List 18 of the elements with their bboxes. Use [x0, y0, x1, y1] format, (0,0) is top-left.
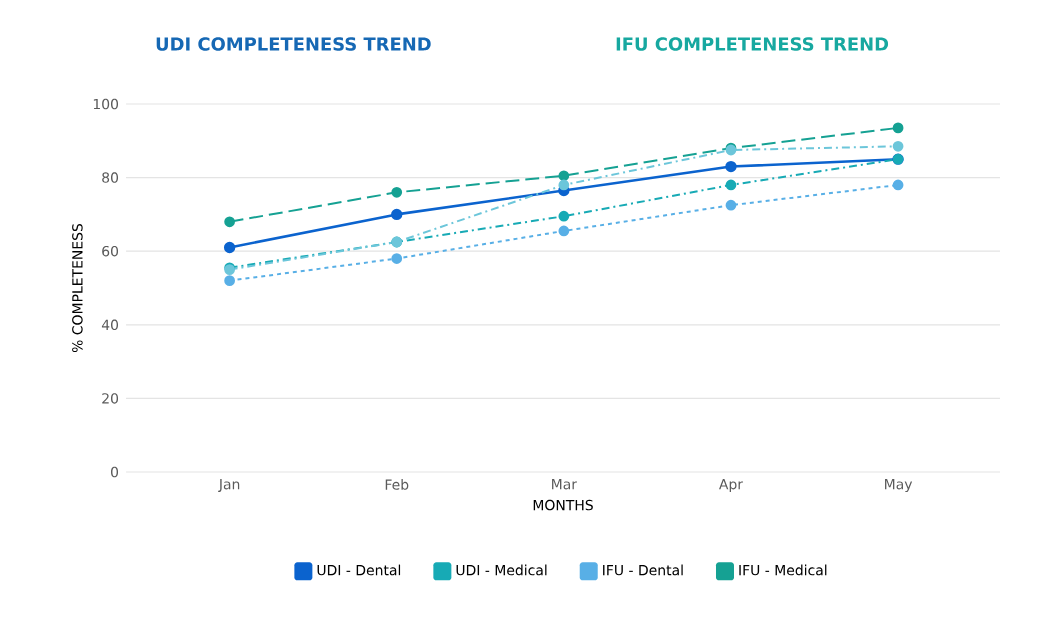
point: [558, 225, 570, 237]
point: [558, 170, 570, 182]
chart-subtitle: IFU COMPLETENESS TREND: [616, 37, 889, 51]
point: [892, 122, 904, 134]
point: [725, 160, 737, 173]
point: [725, 179, 737, 191]
chart-title: UDI COMPLETENESS TREND: [156, 37, 431, 51]
point: [558, 210, 570, 222]
point: [224, 275, 235, 287]
point: [391, 208, 403, 221]
point: [391, 253, 403, 264]
point: [892, 179, 904, 191]
point: [558, 179, 570, 191]
point: [391, 186, 403, 198]
point: [224, 216, 235, 228]
point: [725, 199, 737, 211]
point: [892, 140, 904, 152]
point: [223, 241, 236, 254]
